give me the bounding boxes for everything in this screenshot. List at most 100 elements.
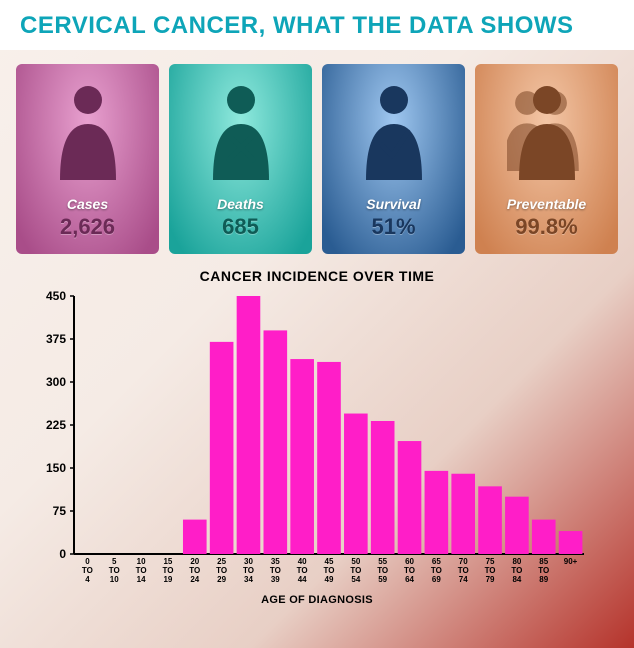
bar <box>237 296 261 554</box>
svg-text:TO: TO <box>431 566 442 575</box>
svg-text:225: 225 <box>46 418 66 432</box>
x-tick: 20TO24 <box>189 557 200 584</box>
stat-label: Cases <box>16 196 159 212</box>
svg-text:TO: TO <box>162 566 173 575</box>
svg-text:84: 84 <box>512 575 521 584</box>
svg-text:85: 85 <box>539 557 548 566</box>
y-tick: 0 <box>59 547 74 561</box>
bar <box>398 441 422 554</box>
person-icon <box>507 80 587 185</box>
bar <box>290 359 314 554</box>
svg-text:0: 0 <box>59 547 66 561</box>
svg-text:75: 75 <box>486 557 495 566</box>
person-icon <box>48 80 128 185</box>
svg-text:45: 45 <box>325 557 334 566</box>
svg-text:29: 29 <box>217 575 226 584</box>
stat-boxes-row: Cases 2,626 Deaths 685 Survival 51% Prev… <box>0 50 634 254</box>
bar <box>425 471 449 554</box>
y-tick: 75 <box>53 504 74 518</box>
svg-text:10: 10 <box>137 557 146 566</box>
svg-text:64: 64 <box>405 575 414 584</box>
header: CERVICAL CANCER, WHAT THE DATA SHOWS <box>0 0 634 50</box>
stat-label: Survival <box>322 196 465 212</box>
bar <box>478 486 502 554</box>
svg-text:30: 30 <box>244 557 253 566</box>
svg-text:15: 15 <box>163 557 172 566</box>
bar <box>183 520 207 554</box>
svg-text:44: 44 <box>298 575 307 584</box>
svg-text:90+: 90+ <box>564 557 578 566</box>
svg-text:TO: TO <box>216 566 227 575</box>
bar <box>371 421 395 554</box>
stat-value: 99.8% <box>475 214 618 240</box>
svg-text:89: 89 <box>539 575 548 584</box>
x-tick: 30TO34 <box>243 557 254 584</box>
svg-text:0: 0 <box>85 557 90 566</box>
svg-text:TO: TO <box>350 566 361 575</box>
incidence-bar-chart: 0 75 150 225 300 375 450 0TO45TO1010TO14… <box>30 290 590 590</box>
svg-text:5: 5 <box>112 557 117 566</box>
svg-text:35: 35 <box>271 557 280 566</box>
y-tick: 450 <box>46 290 74 303</box>
svg-text:TO: TO <box>538 566 549 575</box>
svg-text:TO: TO <box>270 566 281 575</box>
bar <box>451 474 475 554</box>
stat-box-deaths: Deaths 685 <box>169 64 312 254</box>
bar <box>210 342 234 554</box>
x-tick: 60TO64 <box>404 557 415 584</box>
svg-text:TO: TO <box>109 566 120 575</box>
chart-container: CANCER INCIDENCE OVER TIME 0 75 150 225 … <box>30 268 604 606</box>
svg-text:TO: TO <box>511 566 522 575</box>
x-tick: 40TO44 <box>297 557 308 584</box>
svg-text:150: 150 <box>46 461 66 475</box>
svg-text:TO: TO <box>377 566 388 575</box>
x-tick: 10TO14 <box>136 557 147 584</box>
svg-text:TO: TO <box>189 566 200 575</box>
svg-text:75: 75 <box>53 504 67 518</box>
x-tick: 50TO54 <box>350 557 361 584</box>
svg-text:60: 60 <box>405 557 414 566</box>
svg-text:74: 74 <box>459 575 468 584</box>
page-title: CERVICAL CANCER, WHAT THE DATA SHOWS <box>20 12 614 40</box>
x-tick: 80TO84 <box>511 557 522 584</box>
svg-text:49: 49 <box>325 575 334 584</box>
svg-text:55: 55 <box>378 557 387 566</box>
svg-text:20: 20 <box>190 557 199 566</box>
stat-value: 51% <box>322 214 465 240</box>
x-tick: 45TO49 <box>324 557 335 584</box>
x-tick: 35TO39 <box>270 557 281 584</box>
svg-text:TO: TO <box>82 566 93 575</box>
svg-text:80: 80 <box>512 557 521 566</box>
svg-text:54: 54 <box>351 575 360 584</box>
bar <box>559 531 583 554</box>
y-tick: 375 <box>46 332 74 346</box>
svg-text:79: 79 <box>486 575 495 584</box>
svg-text:TO: TO <box>297 566 308 575</box>
stat-box-survival: Survival 51% <box>322 64 465 254</box>
stat-box-preventable: Preventable 99.8% <box>475 64 618 254</box>
svg-text:19: 19 <box>163 575 172 584</box>
x-tick: 55TO59 <box>377 557 388 584</box>
stat-value: 2,626 <box>16 214 159 240</box>
svg-text:TO: TO <box>136 566 147 575</box>
person-icon <box>201 80 281 185</box>
stat-label: Preventable <box>475 196 618 212</box>
svg-text:10: 10 <box>110 575 119 584</box>
x-tick: 75TO79 <box>485 557 496 584</box>
x-tick: 0TO4 <box>82 557 93 584</box>
y-tick: 150 <box>46 461 74 475</box>
svg-text:450: 450 <box>46 290 66 303</box>
svg-text:59: 59 <box>378 575 387 584</box>
bar <box>505 497 529 554</box>
svg-text:TO: TO <box>404 566 415 575</box>
x-tick: 65TO69 <box>431 557 442 584</box>
svg-text:24: 24 <box>190 575 199 584</box>
x-tick: 25TO29 <box>216 557 227 584</box>
svg-text:TO: TO <box>324 566 335 575</box>
stat-box-cases: Cases 2,626 <box>16 64 159 254</box>
x-tick: 70TO74 <box>458 557 469 584</box>
bar <box>317 362 341 554</box>
svg-text:39: 39 <box>271 575 280 584</box>
stat-label: Deaths <box>169 196 312 212</box>
svg-text:69: 69 <box>432 575 441 584</box>
